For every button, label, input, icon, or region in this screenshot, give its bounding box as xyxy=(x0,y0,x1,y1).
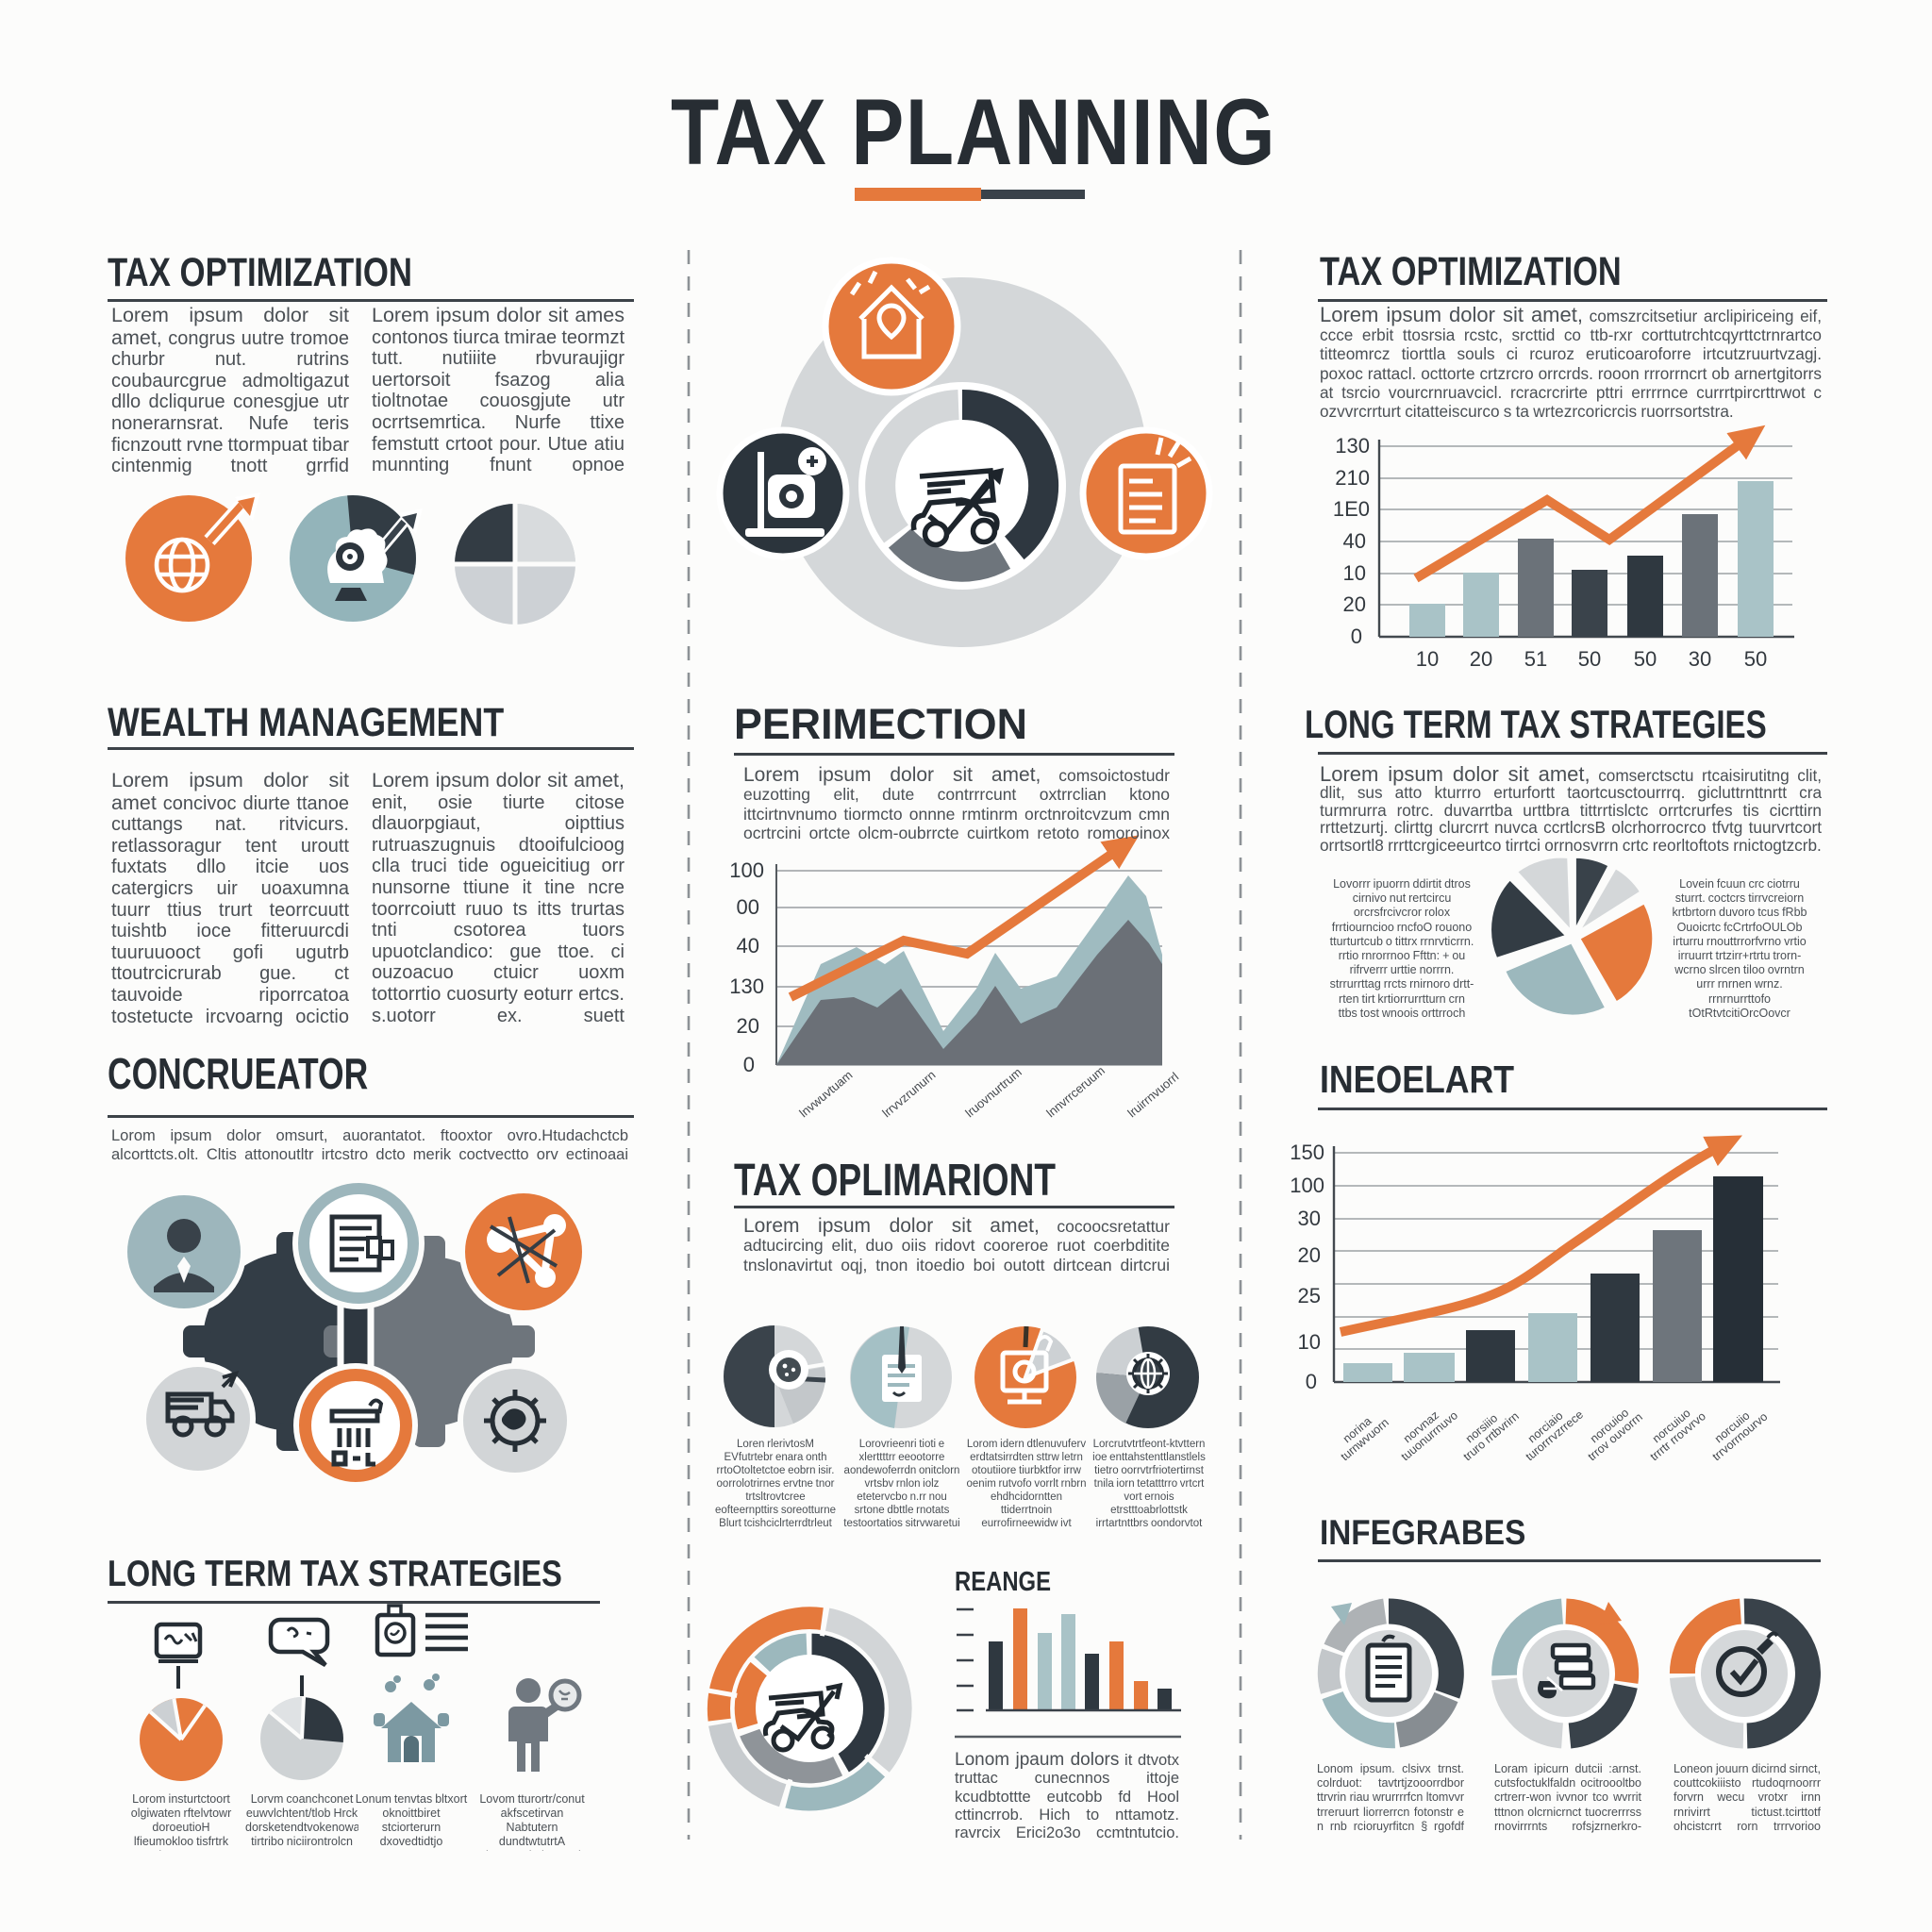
svg-text:0: 0 xyxy=(1351,625,1362,648)
svg-text:25: 25 xyxy=(1298,1284,1321,1307)
svg-text:1E0: 1E0 xyxy=(1333,497,1370,521)
svg-text:130: 130 xyxy=(1335,434,1370,458)
svg-text:10: 10 xyxy=(1416,647,1439,671)
svg-text:30: 30 xyxy=(1298,1207,1321,1230)
svg-text:20: 20 xyxy=(1343,592,1366,616)
svg-text:lnvwuvtuam: lnvwuvtuam xyxy=(796,1068,855,1121)
svg-text:100: 100 xyxy=(1290,1174,1324,1197)
svg-text:00: 00 xyxy=(737,895,759,919)
svg-text:lnnvrrceruum: lnnvrrceruum xyxy=(1043,1063,1108,1120)
svg-text:40: 40 xyxy=(737,934,759,958)
svg-text:lrrvvzrunurn: lrrvvzrunurn xyxy=(879,1068,938,1121)
svg-text:20: 20 xyxy=(1298,1243,1321,1267)
svg-text:50: 50 xyxy=(1744,647,1767,671)
svg-text:20: 20 xyxy=(1470,647,1492,671)
svg-text:50: 50 xyxy=(1634,647,1657,671)
svg-text:10: 10 xyxy=(1298,1330,1321,1354)
svg-text:150: 150 xyxy=(1290,1141,1324,1164)
svg-text:51: 51 xyxy=(1524,647,1547,671)
svg-text:10: 10 xyxy=(1343,561,1366,585)
svg-text:210: 210 xyxy=(1335,466,1370,490)
svg-text:0: 0 xyxy=(1306,1370,1317,1393)
svg-text:100: 100 xyxy=(729,858,764,882)
svg-text:0: 0 xyxy=(743,1053,755,1076)
svg-text:130: 130 xyxy=(729,974,764,998)
svg-text:20: 20 xyxy=(737,1014,759,1038)
svg-text:40: 40 xyxy=(1343,529,1366,553)
svg-text:50: 50 xyxy=(1578,647,1601,671)
svg-text:lruirrnvuorrl: lruirrnvuorrl xyxy=(1124,1069,1181,1120)
svg-text:30: 30 xyxy=(1689,647,1711,671)
svg-text:lruovnurtrum: lruovnurtrum xyxy=(962,1065,1024,1120)
